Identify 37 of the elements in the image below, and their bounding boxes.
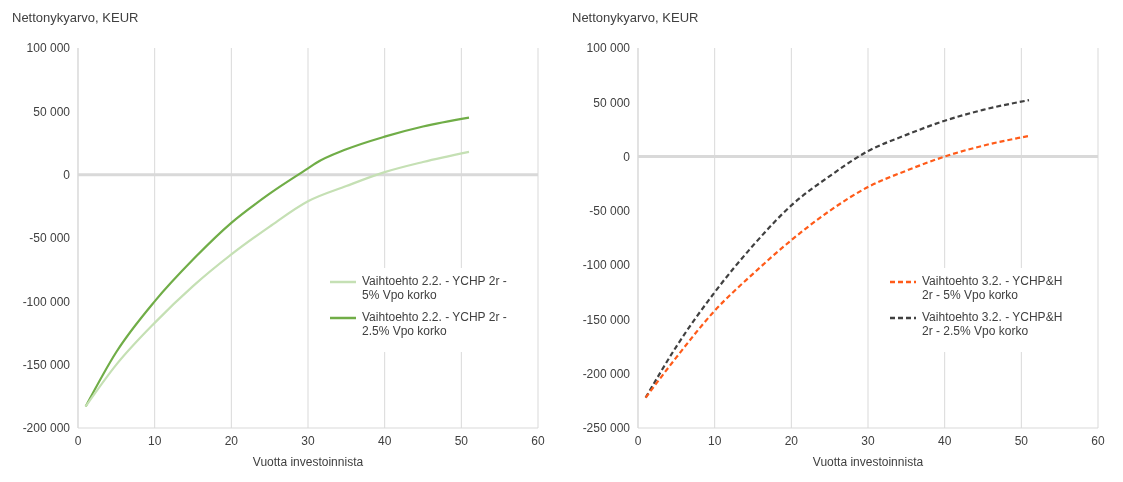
y-tick-label: 0 bbox=[63, 167, 71, 182]
y-axis-title: Nettonykyarvo, KEUR bbox=[12, 10, 139, 25]
y-tick-label: -100 000 bbox=[22, 294, 71, 309]
x-axis-title: Vuotta investoinnista bbox=[812, 455, 924, 469]
y-tick-label: 50 000 bbox=[593, 95, 631, 110]
x-tick-label: 10 bbox=[147, 433, 162, 448]
x-tick-label: 40 bbox=[377, 433, 392, 448]
x-tick-label: 60 bbox=[531, 433, 545, 448]
x-tick-label: 50 bbox=[1014, 433, 1029, 448]
y-tick-label: 50 000 bbox=[33, 104, 71, 119]
legend-label: Vaihtoehto 2.2. - YCHP 2r - 5% Vpo korko bbox=[362, 274, 508, 302]
y-tick-label: -200 000 bbox=[22, 421, 71, 436]
x-tick-label: 60 bbox=[1091, 433, 1105, 448]
x-tick-label: 0 bbox=[74, 433, 82, 448]
legend-label: Vaihtoehto 3.2. - YCHP&H 2r - 2.5% Vpo korko bbox=[922, 310, 1064, 338]
y-tick-label: 100 000 bbox=[586, 41, 631, 56]
legend-label: Vaihtoehto 3.2. - YCHP&H 2r - 5% Vpo korko bbox=[922, 274, 1064, 302]
x-tick-label: 20 bbox=[784, 433, 799, 448]
x-axis-title: Vuotta investoinnista bbox=[252, 455, 364, 469]
y-tick-label: -50 000 bbox=[589, 204, 631, 219]
y-tick-label: -150 000 bbox=[582, 312, 631, 327]
x-tick-label: 50 bbox=[454, 433, 469, 448]
legend-label: Vaihtoehto 2.2. - YCHP 2r - 2.5% Vpo korko bbox=[362, 310, 508, 338]
y-tick-label: 0 bbox=[623, 149, 631, 164]
x-tick-label: 30 bbox=[301, 433, 315, 448]
x-tick-label: 30 bbox=[861, 433, 875, 448]
y-tick-label: -100 000 bbox=[582, 258, 631, 273]
y-tick-label: -50 000 bbox=[29, 231, 71, 246]
y-tick-label: -250 000 bbox=[582, 421, 631, 436]
y-tick-label: -200 000 bbox=[582, 366, 631, 381]
x-tick-label: 10 bbox=[707, 433, 722, 448]
y-tick-label: -150 000 bbox=[22, 357, 71, 372]
y-axis-title: Nettonykyarvo, KEUR bbox=[572, 10, 699, 25]
x-tick-label: 20 bbox=[224, 433, 239, 448]
x-tick-label: 0 bbox=[634, 433, 642, 448]
y-tick-label: 100 000 bbox=[26, 41, 71, 56]
x-tick-label: 40 bbox=[937, 433, 952, 448]
